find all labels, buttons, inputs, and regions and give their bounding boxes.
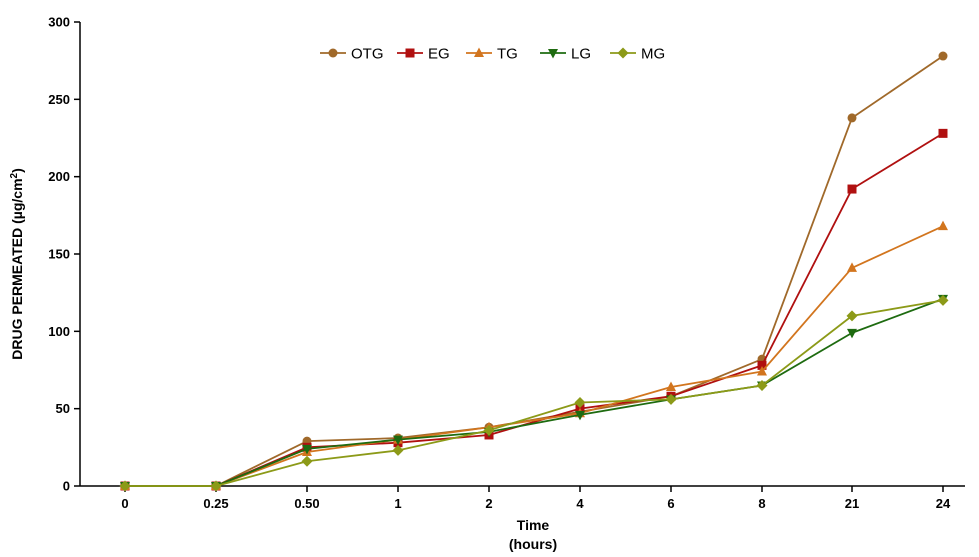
y-tick-label: 200 (48, 169, 70, 184)
data-point-lg (393, 435, 403, 446)
x-tick-label: 24 (936, 496, 951, 511)
data-point-eg (757, 360, 767, 370)
legend-marker-eg (405, 48, 415, 58)
x-tick-label: 2 (485, 496, 492, 511)
x-axis-title-line1: Time (517, 517, 550, 533)
y-ticks: 0 50 100 150 200 250 300 (48, 15, 80, 494)
y-tick-label: 100 (48, 324, 70, 339)
x-tick-label: 4 (576, 496, 584, 511)
y-axis-title-main: DRUG PERMEATED (µg/cm (9, 178, 25, 359)
data-point-mg (210, 480, 222, 492)
series-otg (120, 51, 948, 491)
y-tick-label: 150 (48, 247, 70, 262)
x-axis-title-line2: (hours) (509, 536, 557, 552)
legend-item-lg: LG (540, 46, 591, 63)
data-point-eg (847, 184, 857, 194)
series-line-tg (125, 225, 944, 487)
y-axis-title-end: ) (9, 168, 25, 173)
data-point-mg (937, 294, 949, 306)
legend-marker-tg (474, 47, 484, 57)
data-point-otg (938, 51, 948, 61)
y-tick-label: 0 (63, 479, 70, 494)
data-point-mg (301, 455, 313, 467)
data-point-tg (757, 366, 767, 376)
legend-item-tg: TG (466, 46, 518, 63)
data-point-mg (846, 310, 858, 322)
series-tg (120, 220, 948, 490)
x-ticks: 0 0.25 0.50 1 2 4 6 8 21 24 (121, 486, 951, 511)
data-point-tg (666, 381, 676, 392)
data-point-eg (938, 128, 948, 138)
legend-item-eg: EG (397, 46, 450, 63)
data-point-mg (392, 444, 404, 456)
legend-item-mg: MG (610, 46, 665, 63)
series-mg (119, 294, 949, 492)
x-tick-label: 0.25 (203, 496, 228, 511)
x-tick-label: 0.50 (294, 496, 319, 511)
y-tick-label: 300 (48, 15, 70, 30)
data-point-tg (847, 262, 857, 272)
series-layer (119, 51, 949, 492)
legend: OTG EG TG LG MG (320, 46, 665, 63)
series-eg (120, 128, 948, 491)
data-point-lg (847, 328, 857, 339)
x-tick-label: 21 (845, 496, 859, 511)
series-line-lg (125, 298, 944, 487)
legend-label-tg: TG (497, 46, 518, 63)
legend-marker-otg (328, 48, 338, 58)
series-line-mg (125, 299, 944, 487)
series-lg (120, 294, 948, 492)
y-axis-title-superscript: 2 (9, 172, 20, 178)
x-tick-label: 1 (394, 496, 401, 511)
data-point-otg (847, 113, 857, 123)
y-tick-label: 50 (56, 401, 70, 416)
data-point-lg (302, 444, 312, 455)
x-tick-label: 8 (758, 496, 765, 511)
data-point-mg (665, 393, 677, 405)
series-line-eg (125, 132, 944, 487)
y-tick-label: 250 (48, 92, 70, 107)
data-point-mg (483, 424, 495, 436)
legend-label-eg: EG (428, 46, 450, 63)
legend-item-otg: OTG (320, 46, 384, 63)
data-point-mg (119, 480, 131, 492)
data-point-tg (938, 220, 948, 231)
legend-label-lg: LG (571, 46, 591, 63)
y-axis-title: DRUG PERMEATED (µg/cm2) (9, 168, 26, 360)
legend-marker-lg (548, 49, 558, 59)
x-tick-label: 0 (121, 496, 128, 511)
x-tick-label: 6 (667, 496, 674, 511)
data-point-mg (756, 379, 768, 391)
data-point-lg (575, 410, 585, 421)
legend-marker-mg (617, 47, 629, 59)
legend-label-mg: MG (641, 46, 665, 63)
data-point-mg (574, 396, 586, 408)
legend-label-otg: OTG (351, 46, 384, 63)
